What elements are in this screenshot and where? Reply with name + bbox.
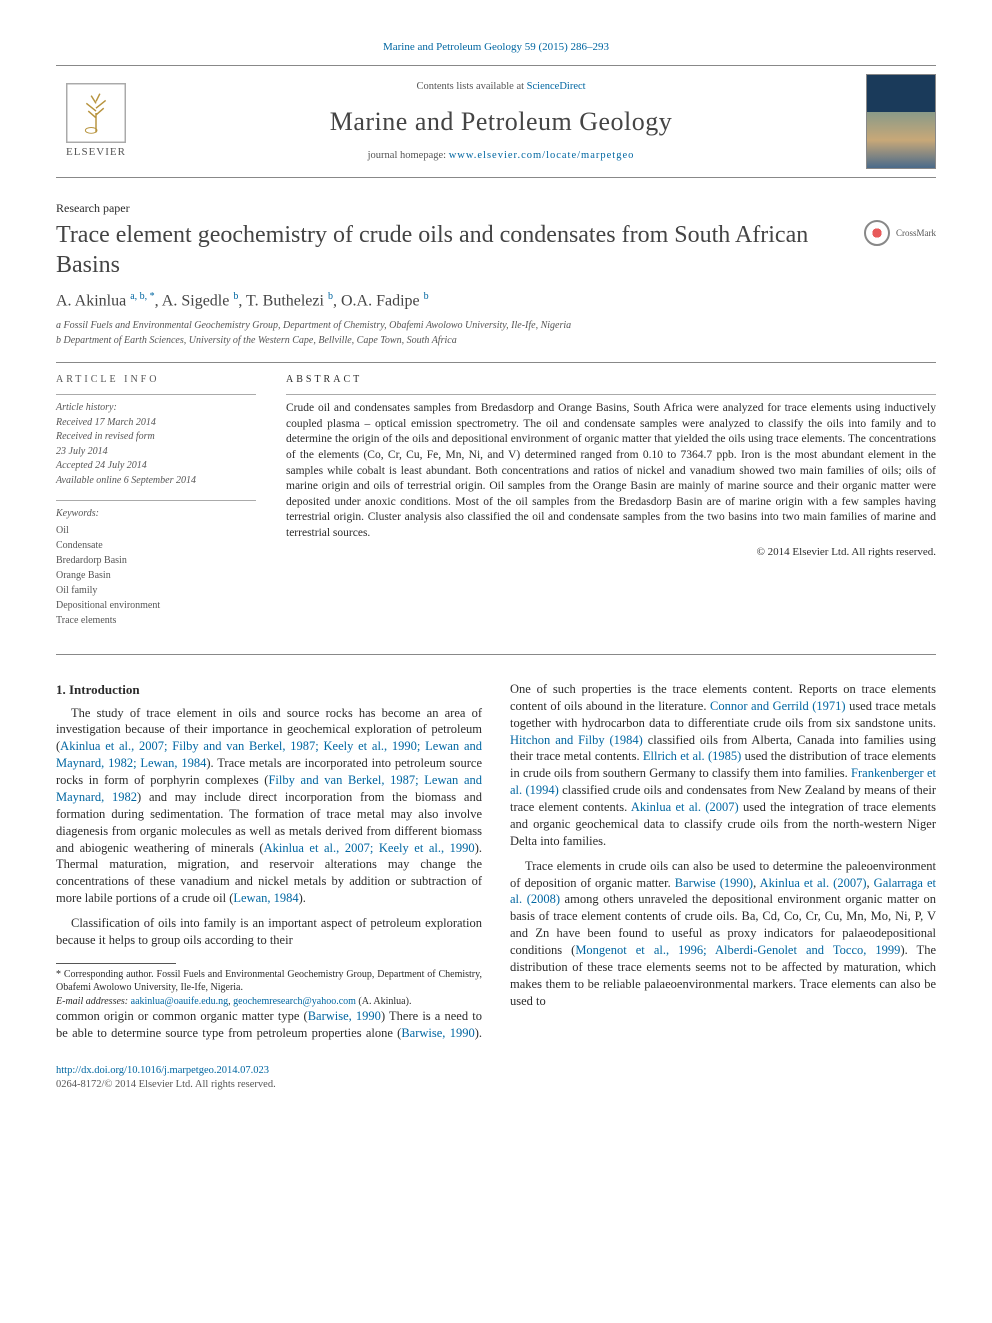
- journal-header: ELSEVIER Contents lists available at Sci…: [56, 65, 936, 178]
- crossmark-icon: [864, 220, 890, 246]
- divider: [56, 654, 936, 655]
- article-title: Trace element geochemistry of crude oils…: [56, 220, 864, 280]
- sciencedirect-link[interactable]: ScienceDirect: [527, 81, 586, 92]
- citation-line: Marine and Petroleum Geology 59 (2015) 2…: [56, 40, 936, 55]
- abstract-copyright: © 2014 Elsevier Ltd. All rights reserved…: [286, 545, 936, 560]
- section-1-head: 1. Introduction: [56, 681, 482, 699]
- ref-link[interactable]: Barwise, 1990: [308, 1009, 381, 1023]
- keyword: Orange Basin: [56, 568, 256, 583]
- body-columns: 1. Introduction The study of trace eleme…: [56, 681, 936, 1042]
- keyword: Bredardorp Basin: [56, 553, 256, 568]
- keyword: Depositional environment: [56, 598, 256, 613]
- page-footer: http://dx.doi.org/10.1016/j.marpetgeo.20…: [56, 1064, 936, 1092]
- ref-link[interactable]: Lewan, 1984: [233, 891, 298, 905]
- email-link[interactable]: aakinlua@oauife.edu.ng: [131, 996, 229, 1007]
- keyword: Trace elements: [56, 613, 256, 628]
- intro-para-1: The study of trace element in oils and s…: [56, 705, 482, 908]
- keyword: Oil: [56, 523, 256, 538]
- affiliations: a Fossil Fuels and Environmental Geochem…: [56, 318, 936, 348]
- homepage-link[interactable]: www.elsevier.com/locate/marpetgeo: [449, 150, 635, 161]
- elsevier-logo: ELSEVIER: [56, 76, 136, 166]
- elsevier-label: ELSEVIER: [66, 145, 126, 160]
- history-revised-a: Received in revised form: [56, 430, 256, 445]
- ref-link[interactable]: Akinlua et al. (2007): [631, 800, 739, 814]
- contents-prefix: Contents lists available at: [416, 81, 526, 92]
- history-accepted: Accepted 24 July 2014: [56, 459, 256, 474]
- journal-name: Marine and Petroleum Geology: [136, 104, 866, 139]
- contents-available: Contents lists available at ScienceDirec…: [136, 80, 866, 94]
- elsevier-tree-icon: [66, 83, 126, 143]
- keyword: Oil family: [56, 583, 256, 598]
- crossmark-widget[interactable]: CrossMark: [864, 220, 936, 246]
- abstract-head: ABSTRACT: [286, 373, 936, 387]
- footnote-rule: [56, 963, 176, 964]
- ref-link[interactable]: Ellrich et al. (1985): [643, 749, 741, 763]
- article-info-head: ARTICLE INFO: [56, 373, 256, 387]
- ref-link[interactable]: Akinlua et al. (2007): [760, 876, 867, 890]
- footnotes: * Corresponding author. Fossil Fuels and…: [56, 968, 482, 1009]
- history-revised-b: 23 July 2014: [56, 445, 256, 460]
- homepage-prefix: journal homepage:: [368, 150, 449, 161]
- corresponding-author: * Corresponding author. Fossil Fuels and…: [56, 968, 482, 995]
- email-line: E-mail addresses: aakinlua@oauife.edu.ng…: [56, 995, 482, 1009]
- crossmark-label: CrossMark: [896, 227, 936, 239]
- keywords-list: Oil Condensate Bredardorp Basin Orange B…: [56, 523, 256, 628]
- intro-para-4: Trace elements in crude oils can also be…: [510, 858, 936, 1010]
- keyword: Condensate: [56, 538, 256, 553]
- email-label: E-mail addresses:: [56, 996, 128, 1007]
- divider: [56, 362, 936, 363]
- journal-homepage: journal homepage: www.elsevier.com/locat…: [136, 149, 866, 163]
- ref-link[interactable]: Barwise (1990): [675, 876, 753, 890]
- author-list: A. Akinlua a, b, *, A. Sigedle b, T. But…: [56, 290, 936, 312]
- history-received: Received 17 March 2014: [56, 416, 256, 431]
- email-tail: (A. Akinlua).: [356, 996, 412, 1007]
- affiliation-b: b Department of Earth Sciences, Universi…: [56, 333, 936, 348]
- ref-link[interactable]: Barwise, 1990: [401, 1026, 474, 1040]
- issn-copyright: 0264-8172/© 2014 Elsevier Ltd. All right…: [56, 1078, 936, 1092]
- ref-link[interactable]: Connor and Gerrild (1971): [710, 699, 846, 713]
- ref-link[interactable]: Akinlua et al., 2007; Keely et al., 1990: [264, 841, 475, 855]
- ref-link[interactable]: Hitchon and Filby (1984): [510, 733, 643, 747]
- article-type: Research paper: [56, 200, 936, 216]
- history-online: Available online 6 September 2014: [56, 474, 256, 489]
- affiliation-a: a Fossil Fuels and Environmental Geochem…: [56, 318, 936, 333]
- ref-link[interactable]: Mongenot et al., 1996; Alberdi-Genolet a…: [575, 943, 900, 957]
- abstract-text: Crude oil and condensates samples from B…: [286, 401, 936, 541]
- doi-link[interactable]: http://dx.doi.org/10.1016/j.marpetgeo.20…: [56, 1065, 269, 1076]
- keywords-label: Keywords:: [56, 507, 256, 521]
- email-link[interactable]: geochemresearch@yahoo.com: [233, 996, 356, 1007]
- history-label: Article history:: [56, 401, 256, 416]
- intro-para-2: Classification of oils into family is an…: [56, 915, 482, 949]
- journal-cover-thumb: [866, 74, 936, 169]
